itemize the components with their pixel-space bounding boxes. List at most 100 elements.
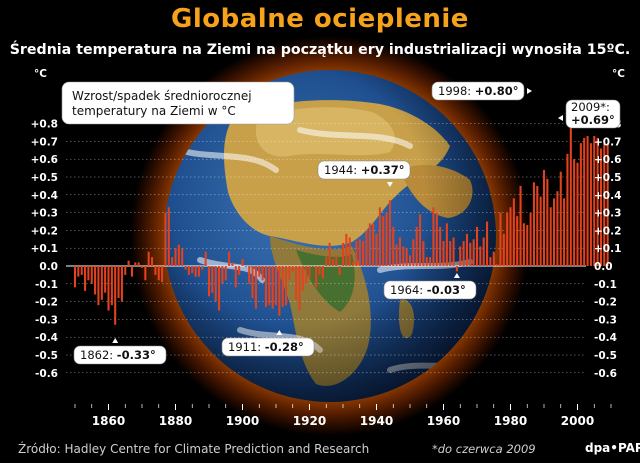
y-tick-label-left: +0.8 [31,119,58,131]
bar-2003 [586,136,589,266]
bar-1904 [254,266,257,309]
bar-1919 [305,266,308,284]
bar-2009 [606,143,609,266]
bar-1964 [455,266,458,272]
y-unit-left: °C [34,68,47,80]
bar-1986 [529,212,532,266]
bar-1999 [573,159,576,266]
bar-1866 [127,260,130,266]
annotation-pointer [453,273,460,278]
bar-1978 [502,233,505,266]
bar-1980 [509,207,512,266]
bar-1864 [120,266,123,302]
x-tick-label: 2000 [561,414,594,428]
bar-1934 [355,241,358,266]
bar-series [73,123,609,325]
bar-1890 [207,266,211,297]
bar-1939 [372,223,375,266]
bar-1888 [201,266,204,270]
bar-1929 [338,266,341,275]
bar-1863 [117,266,120,299]
svg-text:1911: -0.28°: 1911: -0.28° [228,340,304,354]
bar-1957 [432,207,435,266]
bar-1953 [419,214,422,266]
bar-1921 [311,266,314,267]
bar-1874 [154,266,157,275]
bar-1905 [258,266,261,277]
bar-1899 [238,266,241,275]
bar-1895 [224,266,227,281]
bar-1968 [469,242,472,266]
annotation-pointer [558,115,563,121]
bar-1924 [321,266,324,279]
y-unit-right: °C [612,68,625,80]
svg-text:1862: -0.33°: 1862: -0.33° [80,348,156,362]
annotation-1862: 1862: -0.33° [73,338,167,365]
bar-1960 [442,241,445,266]
legend-text: Wzrost/spadek średniorocznej temperatury … [72,89,252,118]
y-tick-label-right: +0.7 [594,136,621,148]
annotations: 1862: -0.33° 1911: -0.28° 1944: +0.37° 1964… [73,81,621,365]
bar-1991 [546,178,549,266]
bar-1954 [422,241,425,266]
bar-1880 [174,248,177,266]
x-tick-label: 1860 [92,414,125,428]
bar-1862 [114,266,117,325]
bar-1937 [365,230,368,266]
svg-text:2009*:+0.69°: 2009*: +0.69° [571,100,615,127]
svg-text:1998: +0.80°: 1998: +0.80° [438,84,519,98]
y-tick-label-left: +0.5 [31,172,58,184]
bar-1988 [536,185,539,266]
bar-2006 [596,137,599,266]
bar-1912 [281,266,284,307]
bar-1911 [278,266,281,316]
bar-1892 [214,266,217,302]
bar-1893 [218,266,221,311]
bar-1887 [197,266,200,277]
bar-1987 [532,182,535,266]
bar-1979 [506,212,509,266]
svg-text:1964: -0.03°: 1964: -0.03° [390,283,466,297]
bar-1996 [563,198,566,266]
bar-1938 [368,223,371,266]
bar-2008 [603,143,606,266]
bar-2005 [593,136,596,266]
y-tick-label-left: +0.6 [31,154,58,166]
y-tick-label-right: -0.5 [594,350,617,362]
bar-1994 [556,191,559,266]
bar-1872 [147,251,150,266]
bar-1928 [335,255,338,266]
bar-1977 [499,212,502,266]
bar-1856 [94,266,97,295]
x-tick-label: 1880 [159,414,192,428]
bar-1967 [465,233,468,266]
y-tick-label-right: 0.0 [594,261,613,273]
x-tick-label: 1960 [427,414,460,428]
y-tick-label-left: +0.2 [31,225,58,237]
bar-1974 [489,257,492,266]
y-tick-label-right: -0.6 [594,368,617,380]
bar-1852 [80,266,83,275]
bar-1859 [104,266,107,293]
bar-1913 [285,266,288,306]
annotation-1998: 1998: +0.80° [431,81,532,101]
y-tick-label-left: +0.3 [31,208,58,220]
bar-1956 [429,257,432,266]
bar-2001 [579,143,582,266]
bar-1916 [295,266,298,300]
bar-1958 [435,212,438,266]
bar-1963 [452,237,455,266]
bar-1920 [308,266,311,279]
footnote: *do czerwca 2009 [432,442,536,456]
bar-1906 [261,266,264,281]
bar-1922 [315,266,318,288]
svg-text:1944: +0.37°: 1944: +0.37° [324,163,405,177]
bar-1948 [402,246,405,266]
y-tick-label-right: +0.1 [594,243,621,255]
bar-1942 [382,216,385,266]
bar-1853 [84,266,87,291]
bar-1998 [569,123,572,266]
y-tick-label-left: -0.3 [35,314,58,326]
x-tick-label: 1900 [226,414,259,428]
bar-1898 [234,266,237,288]
